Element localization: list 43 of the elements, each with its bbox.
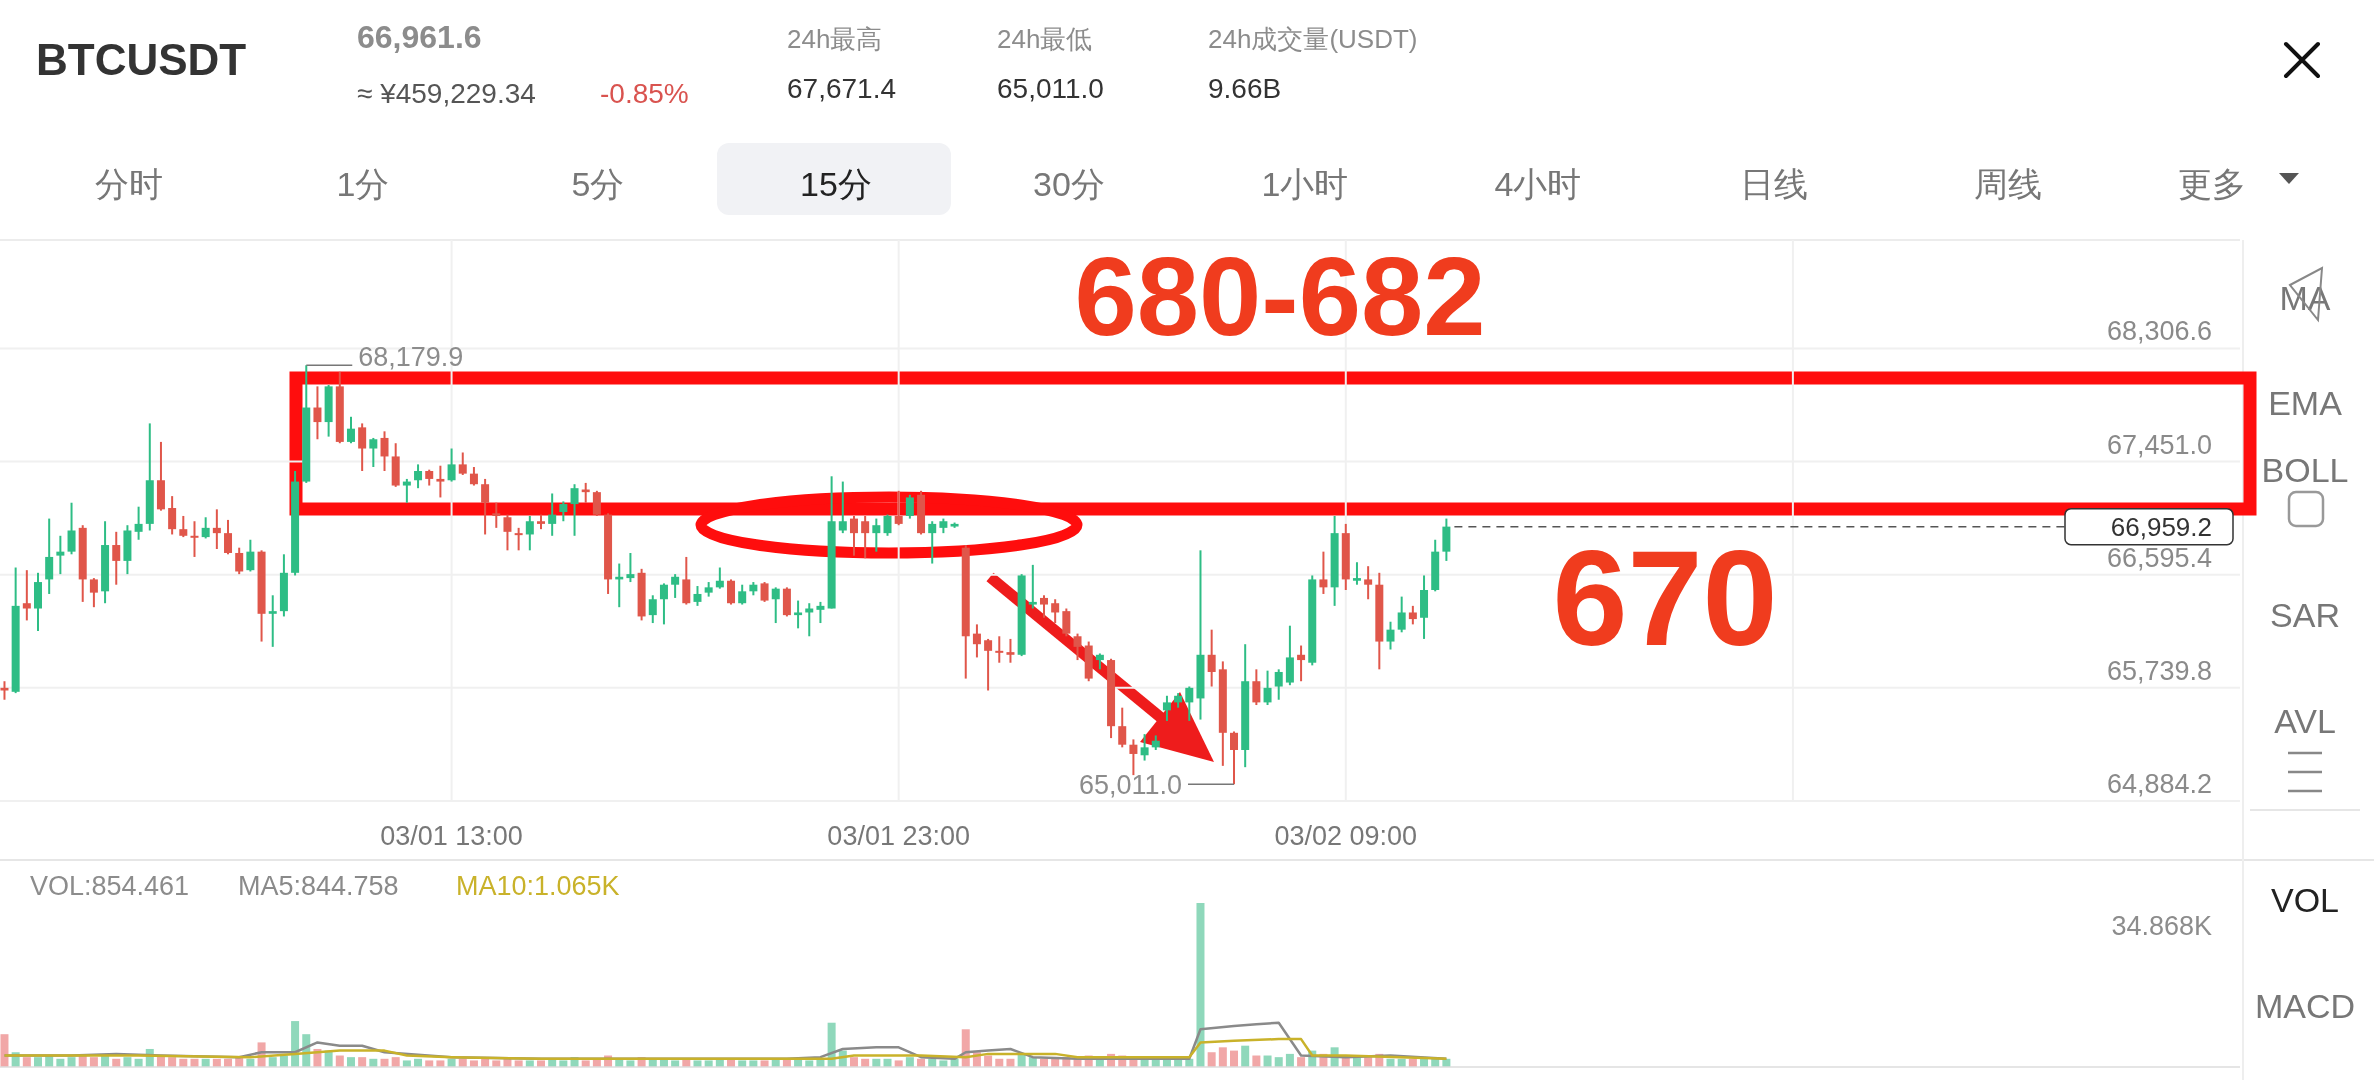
text: MA5:844.758 <box>238 871 399 901</box>
text: 67,671.4 <box>787 73 896 104</box>
text: 1小时 <box>1261 165 1349 203</box>
annotation: 34.868K <box>2111 911 2212 941</box>
text: 9.66B <box>1208 73 1282 104</box>
text: 5分 <box>571 165 625 203</box>
text: 1分 <box>336 165 390 203</box>
text: 15分 <box>800 165 872 203</box>
text: 更多 <box>2178 165 2246 203</box>
ref-line-label: 66,959.2 <box>2110 511 2212 542</box>
y-tick-label: 68,306.6 <box>2106 316 2212 347</box>
y-tick-label: 65,739.8 <box>2106 655 2212 686</box>
text: 分时 <box>95 165 163 203</box>
y-tick-label: 64,884.2 <box>2106 769 2212 799</box>
text: SAR <box>2270 596 2340 634</box>
text: ≈ ¥459,229.34 <box>357 78 536 109</box>
annotation: 68,179.9 <box>358 342 464 373</box>
text: 4小时 <box>1494 165 1582 203</box>
text: -0.85% <box>600 78 689 109</box>
text: 周线 <box>1974 165 2042 203</box>
text: 66,961.6 <box>357 19 482 55</box>
text: BOLL <box>2261 451 2349 489</box>
text: 日线 <box>1740 165 1808 203</box>
annotation: 680-682 <box>1074 234 1486 359</box>
chart-title: BTCUSDT <box>36 35 247 84</box>
text: VOL:854.461 <box>30 871 190 901</box>
annotation: 65,011.0 <box>1078 770 1183 801</box>
text: VOL <box>2270 881 2340 919</box>
x-tick-label: 03/01 23:00 <box>827 821 970 851</box>
text: MA10:1.065K <box>456 871 620 901</box>
x-tick-label: 03/01 13:00 <box>380 821 523 851</box>
y-tick-label: 66,595.4 <box>2106 542 2212 573</box>
annotation: 670 <box>1552 523 1778 674</box>
text: 24h最低 <box>997 24 1093 54</box>
text: 24h最高 <box>787 24 883 54</box>
x-tick-label: 03/02 09:00 <box>1274 821 1418 851</box>
text: 30分 <box>1033 165 1105 203</box>
text: 65,011.0 <box>997 73 1104 104</box>
text: MACD <box>2254 987 2356 1025</box>
text: 24h成交量(USDT) <box>1208 24 1418 54</box>
text: EMA <box>2268 384 2343 422</box>
text: AVL <box>2274 702 2336 740</box>
y-tick-label: 67,451.0 <box>2106 429 2212 460</box>
